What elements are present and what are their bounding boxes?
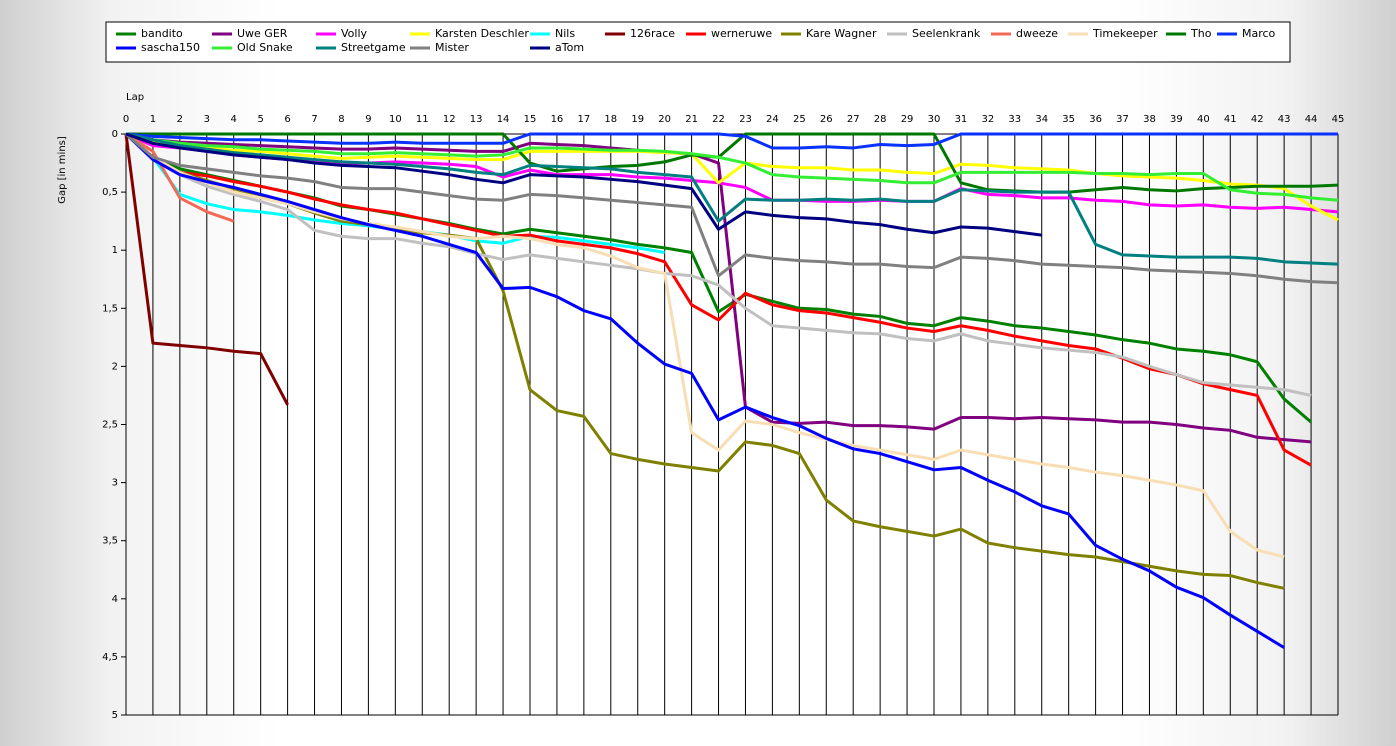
y-tick-label: 0,5 [102,187,118,198]
x-tick-label: 5 [257,114,263,125]
legend-label: 126race [630,27,675,40]
x-tick-label: 42 [1251,114,1264,125]
x-tick-label: 25 [793,114,806,125]
y-tick-label: 4 [112,594,118,605]
x-tick-label: 12 [443,114,456,125]
series-line [125,132,1339,222]
series-line [125,132,1339,202]
x-tick-label: 38 [1143,114,1156,125]
legend-label: Volly [341,27,368,40]
legend-label: Old Snake [237,41,293,54]
legend-label: werneruwe [711,27,772,40]
x-tick-label: 18 [604,114,617,125]
x-tick-label: 20 [658,114,671,125]
legend-label: Timekeeper [1092,27,1158,40]
x-tick-label: 3 [204,114,210,125]
x-tick-label: 31 [955,114,968,125]
x-tick-label: 26 [820,114,833,125]
x-tick-label: 30 [928,114,941,125]
legend-label: Mister [435,41,469,54]
x-tick-label: 37 [1116,114,1129,125]
y-tick-label: 0 [112,129,118,140]
x-axis-label: Lap [126,92,144,103]
x-tick-label: 9 [365,114,371,125]
x-tick-label: 27 [847,114,860,125]
series-line [124,133,289,406]
y-tick-label: 1,5 [102,303,118,314]
series-line [125,132,1339,266]
y-tick-label: 3 [112,478,118,489]
x-tick-label: 1 [150,114,156,125]
x-tick-label: 40 [1197,114,1210,125]
x-tick-label: 2 [177,114,183,125]
legend-label: Streetgame [341,41,406,54]
series-line [125,132,1338,150]
x-tick-label: 21 [685,114,698,125]
y-tick-label: 1 [112,245,118,256]
x-tick-label: 34 [1035,114,1048,125]
legend-label: Uwe GER [237,27,288,40]
x-tick-label: 24 [766,114,779,125]
x-tick-label: 16 [551,114,564,125]
series-line [125,132,1339,285]
y-tick-label: 2 [112,361,118,372]
x-tick-label: 4 [231,114,237,125]
x-tick-label: 7 [311,114,317,125]
x-tick-label: 19 [631,114,644,125]
x-tick-label: 41 [1224,114,1237,125]
x-tick-label: 17 [577,114,590,125]
x-tick-label: 43 [1278,114,1291,125]
legend-label: Marco [1242,27,1276,40]
series-line [125,132,1312,397]
legend-label: Tho [1190,27,1212,40]
x-tick-label: 29 [901,114,914,125]
x-tick-label: 28 [874,114,887,125]
y-axis-label: Gap [in mins] [57,136,68,204]
series-line [125,132,1042,237]
series-line [125,132,1285,559]
series-line [125,132,1339,214]
x-tick-label: 33 [1008,114,1021,125]
x-tick-label: 8 [338,114,344,125]
x-tick-label: 0 [123,114,129,125]
x-tick-label: 22 [712,114,725,125]
x-tick-label: 23 [739,114,752,125]
y-tick-label: 4,5 [102,652,118,663]
legend-label: Karsten Deschler [435,27,529,40]
series-line [125,132,235,223]
legend-label: Seelenkrank [912,27,981,40]
x-tick-label: 13 [470,114,483,125]
x-tick-label: 32 [981,114,994,125]
x-tick-label: 45 [1332,114,1345,125]
legend-label: dweeze [1016,27,1058,40]
x-tick-label: 35 [1062,114,1075,125]
x-tick-label: 6 [284,114,290,125]
legend-label: Kare Wagner [806,27,877,40]
legend-label: Nils [555,27,575,40]
series-line [124,132,1285,649]
y-tick-label: 5 [112,710,118,721]
y-tick-label: 3,5 [102,536,118,547]
x-tick-label: 11 [416,114,429,125]
y-tick-label: 2,5 [102,420,118,431]
legend: bandito Uwe GER Volly Karsten Deschler Nils 1… [116,27,1276,54]
series-line [126,132,1339,194]
legend-label: aTom [555,41,584,54]
x-tick-label: 15 [524,114,537,125]
series-line [125,132,1312,444]
x-tick-label: 39 [1170,114,1183,125]
x-tick-label: 10 [389,114,402,125]
x-tick-label: 14 [497,114,510,125]
legend-box [105,21,1291,63]
x-tick-label: 44 [1305,114,1318,125]
legend-label: sascha150 [141,41,200,54]
legend-label: bandito [141,27,183,40]
x-tick-label: 36 [1089,114,1102,125]
